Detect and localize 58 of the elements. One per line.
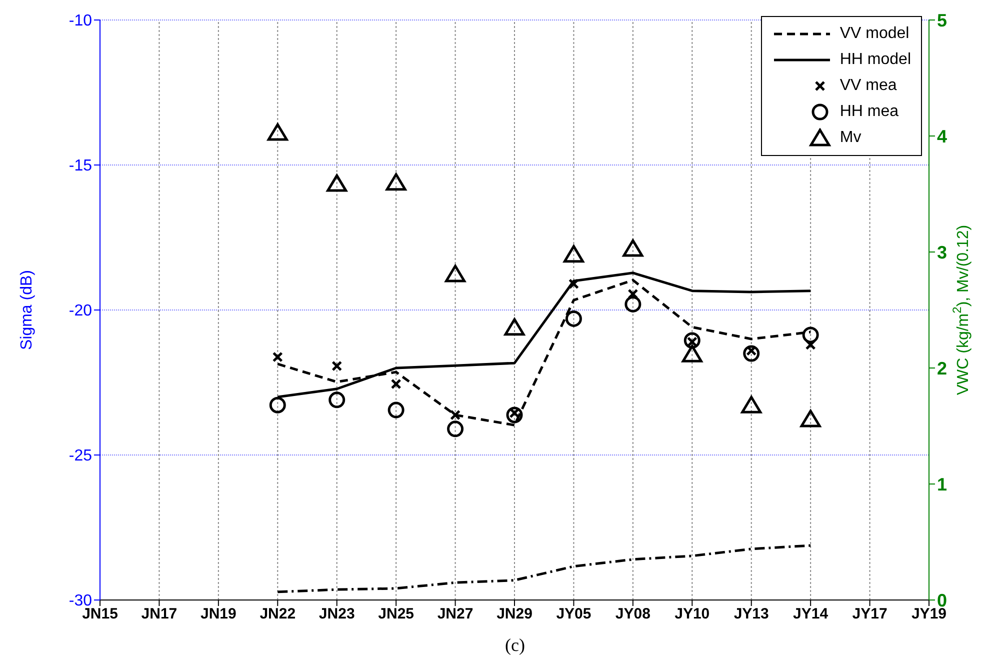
x-tick-label: JN29 [496,606,532,623]
point [682,344,702,362]
x-tick-label: JY10 [674,606,710,623]
y-tick-label: -20 [68,302,92,320]
y2-tick-label: 3 [937,242,948,262]
point [805,340,816,350]
legend-label: VV mea [840,76,897,96]
point [565,310,582,327]
point [447,420,464,438]
x-tick-label: JY14 [793,606,829,623]
x-tick-label: JN19 [200,606,236,623]
x-tick-label: JY17 [852,606,888,623]
point [390,378,402,390]
point [506,406,523,424]
point [445,264,466,282]
y-tick-label: -15 [68,158,92,175]
x-tick-label: JN25 [378,606,414,623]
x-tick-label: JN23 [318,606,355,623]
point [326,174,348,192]
point [563,245,584,263]
legend-label: HH model [840,50,911,70]
point [267,123,288,141]
point [800,410,821,428]
text: (c) [504,635,526,656]
x-tick-label: JN22 [260,606,296,623]
x-tick-label: JN15 [82,606,118,623]
x-tick-label: JN17 [141,606,178,623]
point [386,173,406,191]
point [269,396,286,414]
y-axis-title: Sigma (dB) [18,270,36,350]
legend-label: Mv [840,128,862,148]
legend-label: HH mea [840,102,899,122]
point [741,396,762,414]
point [504,318,525,336]
point [624,296,642,312]
point [622,239,644,257]
x-tick-label: JY05 [556,606,592,623]
y-tick-label: -10 [68,12,92,30]
x-tick-label: JN27 [437,606,474,623]
line-series [276,544,812,594]
x-tick-label: JY08 [615,606,650,623]
point [332,360,342,372]
x-tick-label: JY13 [734,606,769,623]
y2-tick-label: 4 [937,126,948,146]
point [802,326,819,344]
point [328,392,346,408]
legend-label: VV model [840,24,910,44]
y2-tick-label: 2 [937,358,948,378]
y-tick-label: -25 [68,448,92,465]
point [684,332,700,349]
x-tick-label: JY19 [911,606,947,623]
point [568,278,579,290]
point [272,352,283,362]
point [388,402,404,418]
y2-tick-label: 1 [937,474,948,494]
point [743,345,760,362]
point [450,410,461,420]
y2-tick-label: 5 [937,10,948,30]
